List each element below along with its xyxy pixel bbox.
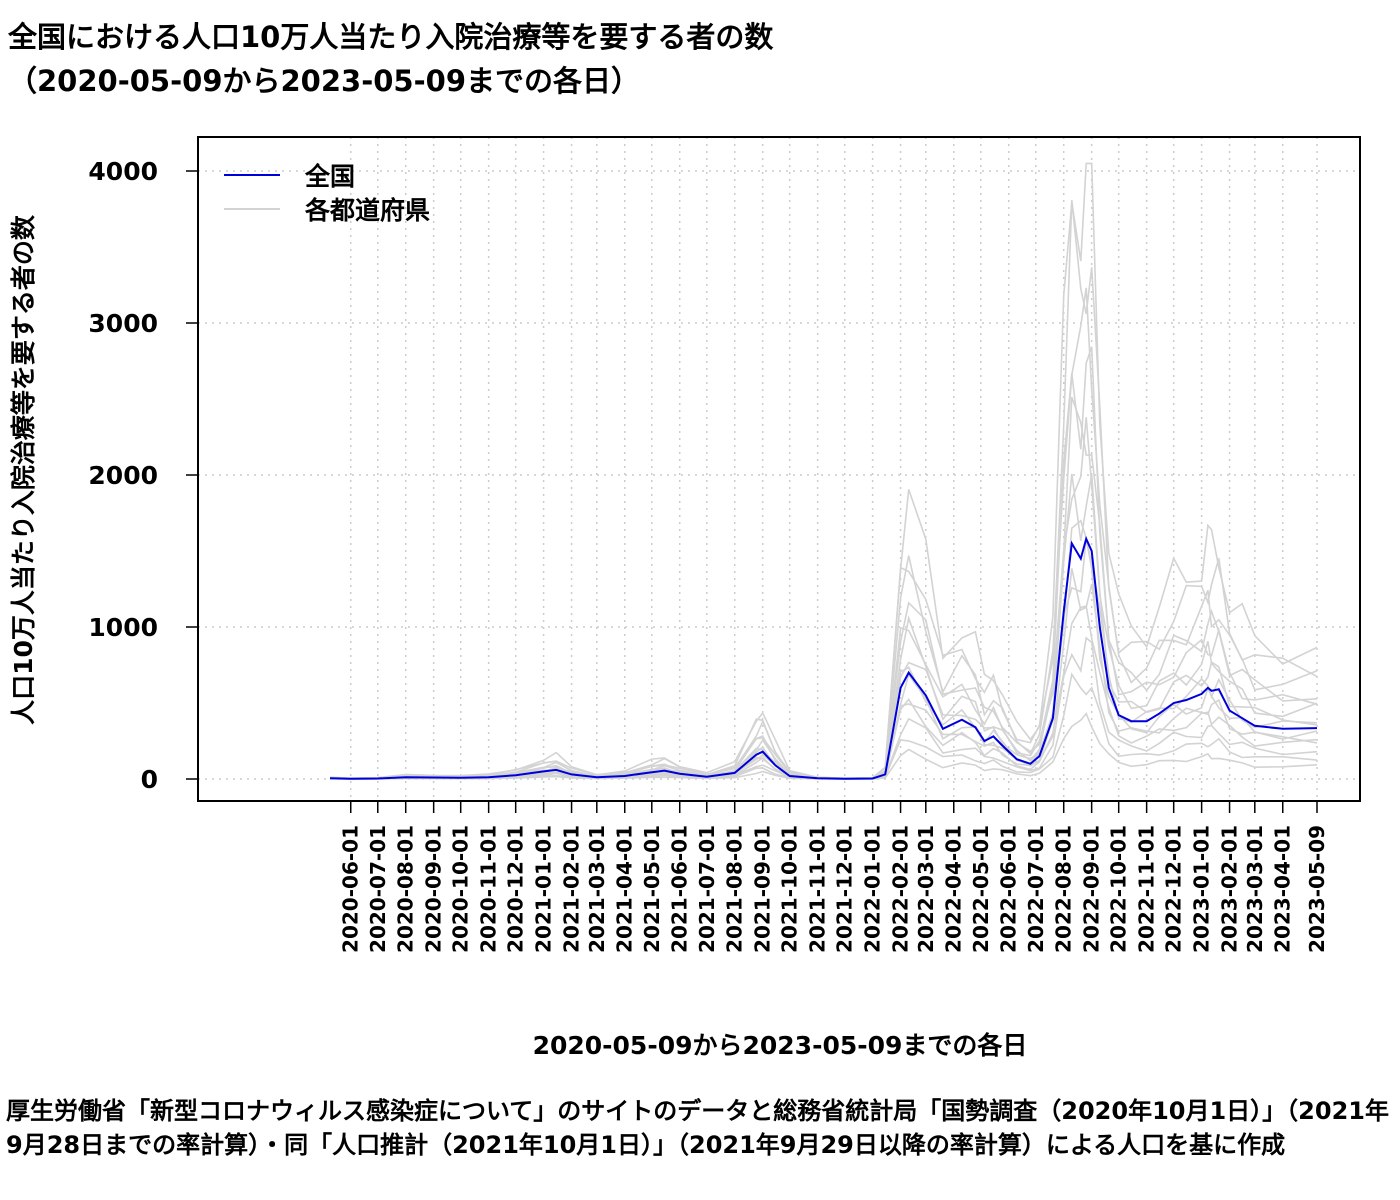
x-tick-label: 2021-11-01 — [806, 825, 830, 953]
x-tick-label: 2021-01-01 — [532, 825, 556, 953]
y-tick-label: 2000 — [88, 461, 158, 490]
x-tick-label: 2021-07-01 — [695, 825, 719, 953]
y-axis-label-group: 人口10万人当たり入院治療等を要する者の数 — [9, 214, 38, 725]
prefecture-line — [329, 605, 1318, 780]
x-tick-label: 2023-01-01 — [1190, 825, 1214, 953]
x-tick-label: 2021-10-01 — [778, 825, 802, 953]
x-tick-label: 2020-12-01 — [504, 825, 528, 953]
x-tick-label: 2022-10-01 — [1107, 825, 1131, 953]
x-tick-label: 2022-11-01 — [1135, 825, 1159, 953]
x-tick-label: 2021-05-01 — [640, 825, 664, 953]
y-tick-label: 3000 — [88, 309, 158, 338]
prefecture-line — [329, 287, 1318, 780]
national-line — [329, 535, 1318, 780]
x-tick-label: 2022-07-01 — [1024, 825, 1048, 953]
source-caption: 厚生労働省「新型コロナウィルス感染症について」のサイトのデータと総務省統計局「国… — [6, 1097, 1389, 1159]
legend-national-label: 全国 — [304, 162, 355, 191]
x-tick-label: 2020-09-01 — [422, 825, 446, 953]
y-axis-label: 人口10万人当たり入院治療等を要する者の数 — [9, 214, 38, 725]
x-tick-label: 2020-08-01 — [394, 825, 418, 953]
x-tick-label: 2022-05-01 — [969, 825, 993, 953]
x-tick-label: 2022-01-01 — [861, 825, 885, 953]
x-tick-label: 2022-02-01 — [889, 825, 913, 953]
chart-title-line-2: （2020-05-09から2023-05-09までの各日） — [8, 64, 640, 98]
x-tick-label: 2023-02-01 — [1218, 825, 1242, 953]
legend: 全国 各都道府県 — [224, 162, 430, 225]
prefecture-line — [329, 199, 1318, 780]
x-tick-label: 2020-07-01 — [366, 825, 390, 953]
x-tick-label: 2021-03-01 — [585, 825, 609, 953]
x-tick-label: 2021-09-01 — [751, 825, 775, 953]
x-tick-label: 2022-09-01 — [1080, 825, 1104, 953]
x-axis-label: 2020-05-09から2023-05-09までの各日 — [532, 1031, 1028, 1060]
plot-frame — [197, 136, 1361, 802]
prefecture-line — [329, 346, 1318, 780]
x-tick-label: 2022-08-01 — [1052, 825, 1076, 953]
grid-lines — [198, 137, 1360, 801]
x-tick-label: 2021-02-01 — [560, 825, 584, 953]
y-tick-label: 4000 — [88, 157, 158, 186]
prefecture-line — [329, 711, 1318, 780]
chart-title-line-1: 全国における人口10万人当たり入院治療等を要する者の数 — [8, 20, 774, 54]
x-tick-label: 2021-12-01 — [833, 825, 857, 953]
legend-prefectures-label: 各都道府県 — [304, 196, 430, 225]
x-tick-label: 2023-04-01 — [1271, 825, 1295, 953]
x-tick-label: 2020-10-01 — [449, 825, 473, 953]
x-tick-label: 2022-06-01 — [997, 825, 1021, 953]
y-tick-label: 1000 — [88, 613, 158, 642]
x-tick-label: 2020-06-01 — [339, 825, 363, 953]
x-tick-label: 2021-06-01 — [668, 825, 692, 953]
x-tick-label: 2021-08-01 — [723, 825, 747, 953]
x-tick-label: 2022-03-01 — [914, 825, 938, 953]
national-series — [329, 535, 1318, 780]
x-tick-label: 2022-12-01 — [1162, 825, 1186, 953]
y-tick-label: 0 — [141, 765, 158, 794]
prefecture-line — [329, 568, 1318, 780]
x-tick-label: 2021-04-01 — [613, 825, 637, 953]
x-tick-label: 2023-03-01 — [1243, 825, 1267, 953]
x-tick-label: 2020-11-01 — [477, 825, 501, 953]
prefecture-series-lines — [329, 162, 1318, 780]
x-tick-label: 2022-04-01 — [942, 825, 966, 953]
x-tick-label: 2023-05-09 — [1305, 825, 1329, 953]
y-axis: 0 1000 2000 3000 4000 — [88, 157, 198, 794]
x-axis: 2020-06-01 2020-07-01 2020-08-01 2020-09-01… — [339, 800, 1329, 953]
prefecture-line — [329, 396, 1318, 780]
prefecture-line — [329, 162, 1318, 780]
